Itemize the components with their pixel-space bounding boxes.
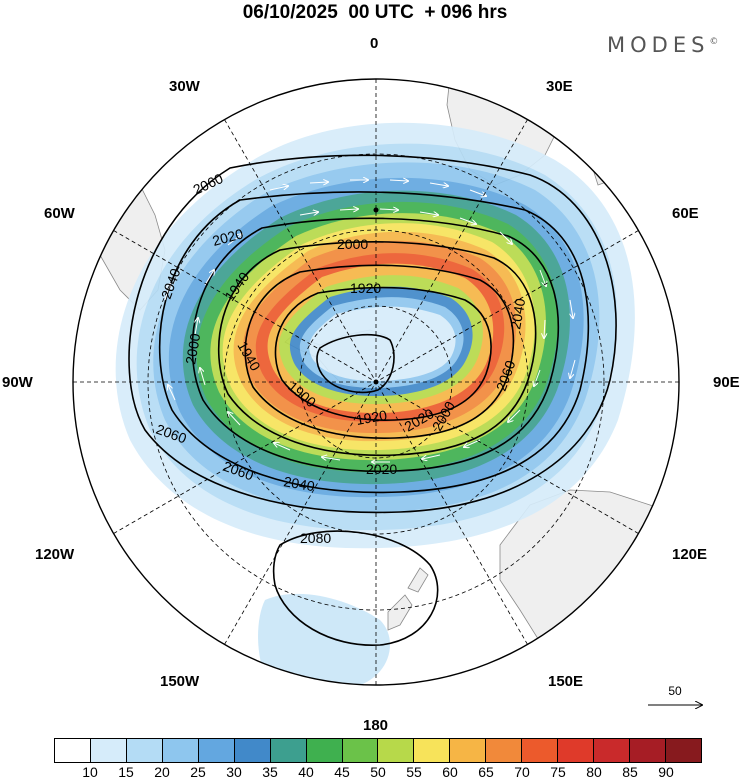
label-2000-n: 2000 <box>337 236 368 252</box>
colorbar-tick-label: 50 <box>370 764 386 780</box>
colorbar-tick-label: 60 <box>442 764 458 780</box>
map-title: 06/10/2025 00 UTC + 096 hrs <box>242 2 508 23</box>
lon-label-150w: 150W <box>160 673 200 690</box>
contour-2000 <box>217 241 537 457</box>
colorbar-box <box>198 739 235 762</box>
modes-logo: MODES© <box>607 33 718 57</box>
new-zealand-south <box>387 594 413 631</box>
colorbar-tick-label: 20 <box>154 764 170 780</box>
contour-2080 <box>272 530 439 646</box>
reference-vector-label: 50 <box>668 684 682 698</box>
pole-dot-north <box>373 207 379 213</box>
colorbar-tick-label: 35 <box>262 764 278 780</box>
brand-text: MODES <box>607 33 710 57</box>
map-boundary <box>72 78 680 686</box>
colorbar-box <box>55 739 91 762</box>
lon-label-150e: 150E <box>548 673 584 690</box>
label-2080: 2080 <box>300 530 331 546</box>
inner-band-15 <box>309 306 456 382</box>
lon-label-180: 180 <box>363 717 389 734</box>
label-1920-s: 1920 <box>355 407 389 428</box>
colorbar-tick-label: 30 <box>226 764 242 780</box>
colorbar-box <box>665 739 701 762</box>
contour-2020 <box>191 217 560 473</box>
colorbar-box <box>594 739 630 762</box>
lon-label-60w: 60W <box>44 205 75 222</box>
lon-label-30e: 30E <box>546 78 573 95</box>
label-1920-n: 1920 <box>350 280 381 296</box>
colorbar-box <box>126 739 163 762</box>
colorbar-tick-label: 25 <box>190 764 206 780</box>
label-2040-s: 2040 <box>282 473 316 494</box>
colorbar-box <box>162 739 199 762</box>
colorbar-tick-label: 80 <box>586 764 602 780</box>
lon-label-30w: 30W <box>169 78 200 95</box>
pacific-patch <box>258 593 390 685</box>
colorbar-box <box>522 739 559 762</box>
lon-label-60e: 60E <box>672 205 699 222</box>
contour-1900 <box>316 333 395 394</box>
label-2020-s: 2020 <box>366 461 397 477</box>
colorbar-box <box>270 739 307 762</box>
contour-1940 <box>244 264 515 439</box>
colorbar-tick-label: 40 <box>298 764 314 780</box>
colorbar-tick-label: 70 <box>514 764 530 780</box>
colorbar-tick-label: 85 <box>622 764 638 780</box>
colorbar-box <box>342 739 379 762</box>
contour-1920 <box>274 286 492 421</box>
colorbar-tick-label: 90 <box>658 764 674 780</box>
brand-copyright: © <box>709 37 719 47</box>
wind-vectors <box>164 180 575 462</box>
colorbar-box <box>558 739 595 762</box>
colorbar-tick-label: 10 <box>82 764 98 780</box>
lon-label-0: 0 <box>370 35 379 52</box>
colorbar-box <box>630 739 666 762</box>
label-2040-e: 2040 <box>507 297 528 331</box>
colorbar-tick-label: 15 <box>118 764 134 780</box>
colorbar-tick-label: 55 <box>406 764 422 780</box>
colorbar-tick-label: 75 <box>550 764 566 780</box>
lon-label-90w: 90W <box>2 374 33 391</box>
south-pole-marker <box>373 379 379 385</box>
australia <box>499 489 679 685</box>
lon-label-120w: 120W <box>35 546 75 563</box>
colorbar-box <box>486 739 523 762</box>
colorbar-tick-label: 45 <box>334 764 350 780</box>
contour-2060 <box>128 154 617 514</box>
colorbar-box <box>234 739 271 762</box>
label-2020-n: 2020 <box>211 225 245 249</box>
label-2000-w: 2000 <box>182 332 203 366</box>
colorbar-box <box>414 739 451 762</box>
reference-vector: 50 <box>645 682 705 700</box>
colorbar-tick-label: 65 <box>478 764 494 780</box>
colorbar-box <box>90 739 127 762</box>
new-zealand-north <box>407 567 429 593</box>
colorbar <box>54 738 702 763</box>
colorbar-box <box>306 739 343 762</box>
colorbar-box <box>450 739 487 762</box>
colorbar-ticks: 10 15 20 25 30 35 40 45 50 55 60 65 70 75 80 85 90 <box>54 764 702 782</box>
colorbar-box <box>378 739 415 762</box>
height-contours <box>128 154 617 646</box>
lon-label-90e: 90E <box>713 374 740 391</box>
lon-label-120e: 120E <box>672 546 708 563</box>
